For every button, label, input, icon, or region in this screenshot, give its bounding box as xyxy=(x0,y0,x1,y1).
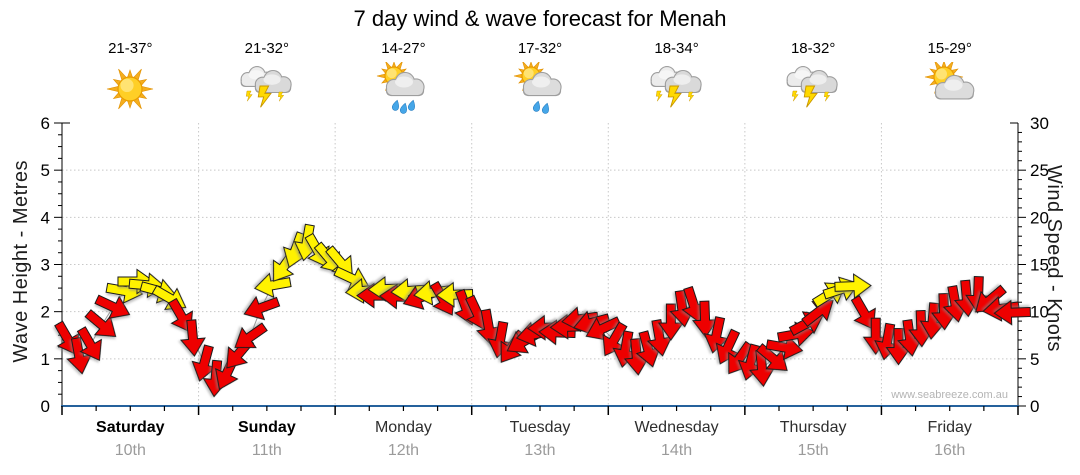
day-column: 18-32° xyxy=(753,40,873,116)
weather-icon-thunderstorm xyxy=(239,62,295,116)
day-column: 21-32° xyxy=(207,40,327,116)
day-name: Wednesday xyxy=(634,419,719,436)
weather-icon-sun-showers xyxy=(375,61,431,116)
page-title: 7 day wind & wave forecast for Menah xyxy=(353,6,727,31)
x-axis-day-label: Sunday 11th xyxy=(199,419,335,460)
x-axis-day-label: Tuesday 13th xyxy=(472,419,608,460)
day-date: 10th xyxy=(114,442,146,459)
svg-text:20: 20 xyxy=(1030,208,1049,227)
temperature-range: 18-34° xyxy=(654,40,699,57)
day-column: 18-34° xyxy=(617,40,737,116)
day-column: 17-32° xyxy=(480,40,600,116)
day-name: Friday xyxy=(927,419,972,436)
temperature-range: 15-29° xyxy=(927,40,972,57)
day-date: 14th xyxy=(660,442,693,459)
weather-icon-sunny xyxy=(102,62,158,116)
svg-text:25: 25 xyxy=(1030,161,1049,180)
day-column: 21-37° xyxy=(70,40,190,116)
x-axis-day-label: Thursday 15th xyxy=(745,419,881,460)
day-name: Monday xyxy=(374,419,432,436)
weather-icon-sun-showers xyxy=(512,61,568,116)
svg-text:4: 4 xyxy=(41,208,50,227)
weather-icon-partly-cloudy xyxy=(922,60,978,116)
weather-icon-thunderstorm xyxy=(785,62,841,116)
day-date: 13th xyxy=(524,442,556,459)
temperature-range: 14-27° xyxy=(381,40,426,57)
svg-text:0: 0 xyxy=(41,397,50,416)
right-axis-title: Wind Speed - Knots xyxy=(1043,165,1065,352)
day-date: 16th xyxy=(934,442,966,459)
svg-text:5: 5 xyxy=(41,161,50,180)
x-axis-day-label: Friday 16th xyxy=(882,419,1018,460)
temperature-range: 21-32° xyxy=(244,40,290,57)
weather-icon-thunderstorm xyxy=(649,62,705,116)
day-name: Thursday xyxy=(779,419,847,436)
svg-text:10: 10 xyxy=(1030,303,1049,322)
day-date: 11th xyxy=(251,442,282,459)
day-column: 15-29° xyxy=(890,40,1010,116)
temperature-range: 21-37° xyxy=(108,40,153,57)
x-axis-day-label: Saturday 10th xyxy=(62,419,198,460)
x-axis-day-label: Monday 12th xyxy=(335,419,471,460)
day-name: Tuesday xyxy=(509,419,571,436)
watermark: www.seabreeze.com.au xyxy=(891,389,1008,401)
x-axis-day-label: Wednesday 14th xyxy=(609,419,745,460)
svg-text:15: 15 xyxy=(1030,256,1049,275)
svg-text:3: 3 xyxy=(41,256,50,275)
svg-text:6: 6 xyxy=(41,114,50,133)
svg-text:1: 1 xyxy=(41,350,50,369)
day-name: Saturday xyxy=(96,419,165,436)
day-column: 14-27° xyxy=(343,40,463,116)
temperature-range: 17-32° xyxy=(517,40,563,57)
day-date: 12th xyxy=(387,442,419,459)
svg-text:30: 30 xyxy=(1030,114,1049,133)
day-date: 15th xyxy=(797,442,829,459)
svg-text:2: 2 xyxy=(41,303,50,322)
svg-text:0: 0 xyxy=(1030,397,1039,416)
temperature-range: 18-32° xyxy=(790,40,836,57)
day-name: Sunday xyxy=(237,419,296,436)
svg-text:5: 5 xyxy=(1030,350,1039,369)
